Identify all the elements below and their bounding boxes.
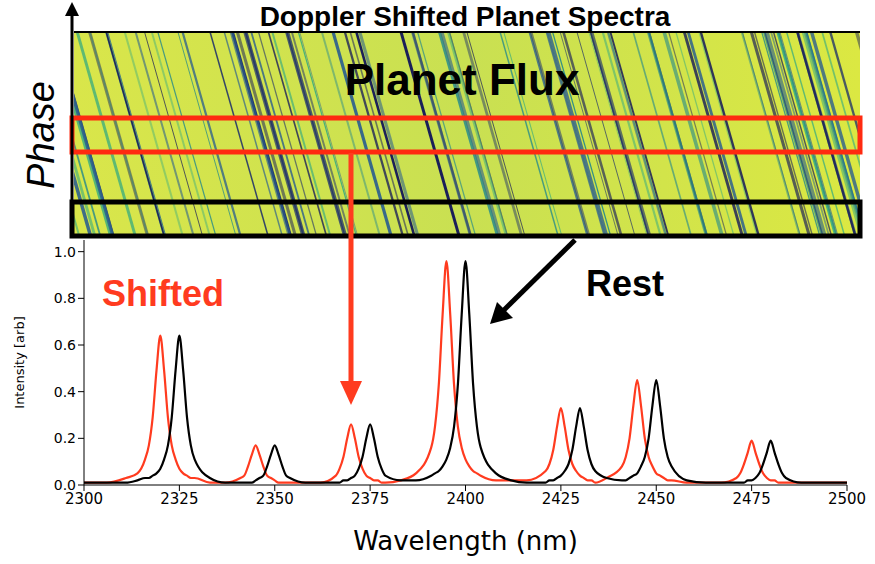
- svg-text:1.0: 1.0: [54, 244, 76, 260]
- svg-text:0.8: 0.8: [54, 290, 76, 306]
- svg-text:0.2: 0.2: [54, 430, 76, 446]
- svg-text:Phase: Phase: [20, 81, 62, 189]
- svg-text:2400: 2400: [446, 490, 484, 508]
- svg-text:Rest: Rest: [586, 263, 664, 304]
- svg-text:Doppler Shifted Planet Spectra: Doppler Shifted Planet Spectra: [260, 1, 671, 32]
- svg-text:2450: 2450: [637, 490, 675, 508]
- svg-text:Wavelength (nm): Wavelength (nm): [353, 526, 578, 556]
- svg-text:2425: 2425: [542, 490, 580, 508]
- svg-text:2500: 2500: [828, 490, 866, 508]
- svg-text:0.4: 0.4: [54, 384, 76, 400]
- svg-text:0.6: 0.6: [54, 337, 76, 353]
- svg-text:Planet Flux: Planet Flux: [345, 55, 580, 104]
- svg-text:0.0: 0.0: [54, 477, 76, 493]
- svg-text:2475: 2475: [733, 490, 771, 508]
- svg-text:2350: 2350: [256, 490, 294, 508]
- svg-text:2325: 2325: [160, 490, 198, 508]
- svg-text:Intensity [arb]: Intensity [arb]: [12, 316, 27, 408]
- svg-text:2375: 2375: [351, 490, 389, 508]
- svg-text:2300: 2300: [64, 489, 104, 508]
- svg-text:Shifted: Shifted: [102, 273, 224, 314]
